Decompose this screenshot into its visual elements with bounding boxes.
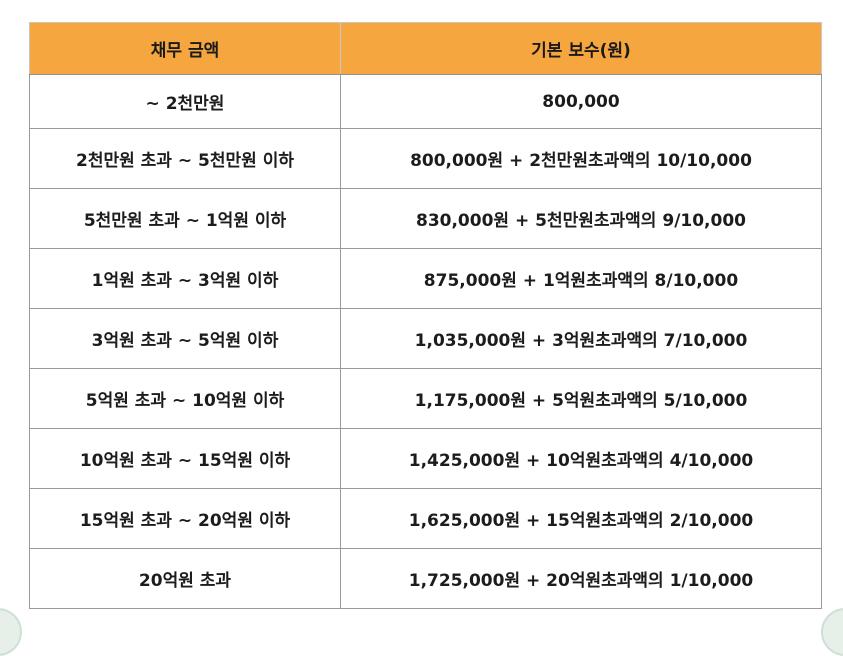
- debt-range-cell: 20억원 초과: [29, 548, 341, 609]
- header-row: 채무 금액 기본 보수(원): [29, 22, 822, 75]
- base-fee-cell: 875,000원 + 1억원초과액의 8/10,000: [340, 248, 822, 309]
- debt-range-cell: 3억원 초과 ~ 5억원 이하: [29, 308, 341, 369]
- base-fee-cell: 1,425,000원 + 10억원초과액의 4/10,000: [340, 428, 822, 489]
- fee-table: 채무 금액 기본 보수(원) ~ 2천만원 800,000 2천만원 초과 ~ …: [29, 22, 822, 609]
- table-row: ~ 2천만원 800,000: [29, 74, 822, 129]
- table-row: 5천만원 초과 ~ 1억원 이하 830,000원 + 5천만원초과액의 9/1…: [29, 188, 822, 249]
- header-debt-amount: 채무 금액: [29, 22, 341, 75]
- table-row: 5억원 초과 ~ 10억원 이하 1,175,000원 + 5억원초과액의 5/…: [29, 368, 822, 429]
- table-body: ~ 2천만원 800,000 2천만원 초과 ~ 5천만원 이하 800,000…: [29, 74, 822, 609]
- table-row: 20억원 초과 1,725,000원 + 20억원초과액의 1/10,000: [29, 548, 822, 609]
- base-fee-cell: 1,035,000원 + 3억원초과액의 7/10,000: [340, 308, 822, 369]
- base-fee-cell: 1,625,000원 + 15억원초과액의 2/10,000: [340, 488, 822, 549]
- table-row: 3억원 초과 ~ 5억원 이하 1,035,000원 + 3억원초과액의 7/1…: [29, 308, 822, 369]
- debt-range-cell: 15억원 초과 ~ 20억원 이하: [29, 488, 341, 549]
- decorative-corner-left: [0, 608, 22, 656]
- decorative-corner-right: [821, 608, 843, 656]
- base-fee-cell: 800,000: [340, 74, 822, 129]
- table-row: 1억원 초과 ~ 3억원 이하 875,000원 + 1억원초과액의 8/10,…: [29, 248, 822, 309]
- base-fee-cell: 1,175,000원 + 5억원초과액의 5/10,000: [340, 368, 822, 429]
- table-row: 2천만원 초과 ~ 5천만원 이하 800,000원 + 2천만원초과액의 10…: [29, 128, 822, 189]
- debt-range-cell: 5억원 초과 ~ 10억원 이하: [29, 368, 341, 429]
- debt-range-cell: 5천만원 초과 ~ 1억원 이하: [29, 188, 341, 249]
- debt-range-cell: ~ 2천만원: [29, 74, 341, 129]
- header-base-fee: 기본 보수(원): [340, 22, 822, 75]
- table-header: 채무 금액 기본 보수(원): [29, 22, 822, 75]
- base-fee-cell: 1,725,000원 + 20억원초과액의 1/10,000: [340, 548, 822, 609]
- base-fee-cell: 830,000원 + 5천만원초과액의 9/10,000: [340, 188, 822, 249]
- table-row: 10억원 초과 ~ 15억원 이하 1,425,000원 + 10억원초과액의 …: [29, 428, 822, 489]
- debt-range-cell: 10억원 초과 ~ 15억원 이하: [29, 428, 341, 489]
- debt-range-cell: 2천만원 초과 ~ 5천만원 이하: [29, 128, 341, 189]
- base-fee-cell: 800,000원 + 2천만원초과액의 10/10,000: [340, 128, 822, 189]
- table-row: 15억원 초과 ~ 20억원 이하 1,625,000원 + 15억원초과액의 …: [29, 488, 822, 549]
- debt-range-cell: 1억원 초과 ~ 3억원 이하: [29, 248, 341, 309]
